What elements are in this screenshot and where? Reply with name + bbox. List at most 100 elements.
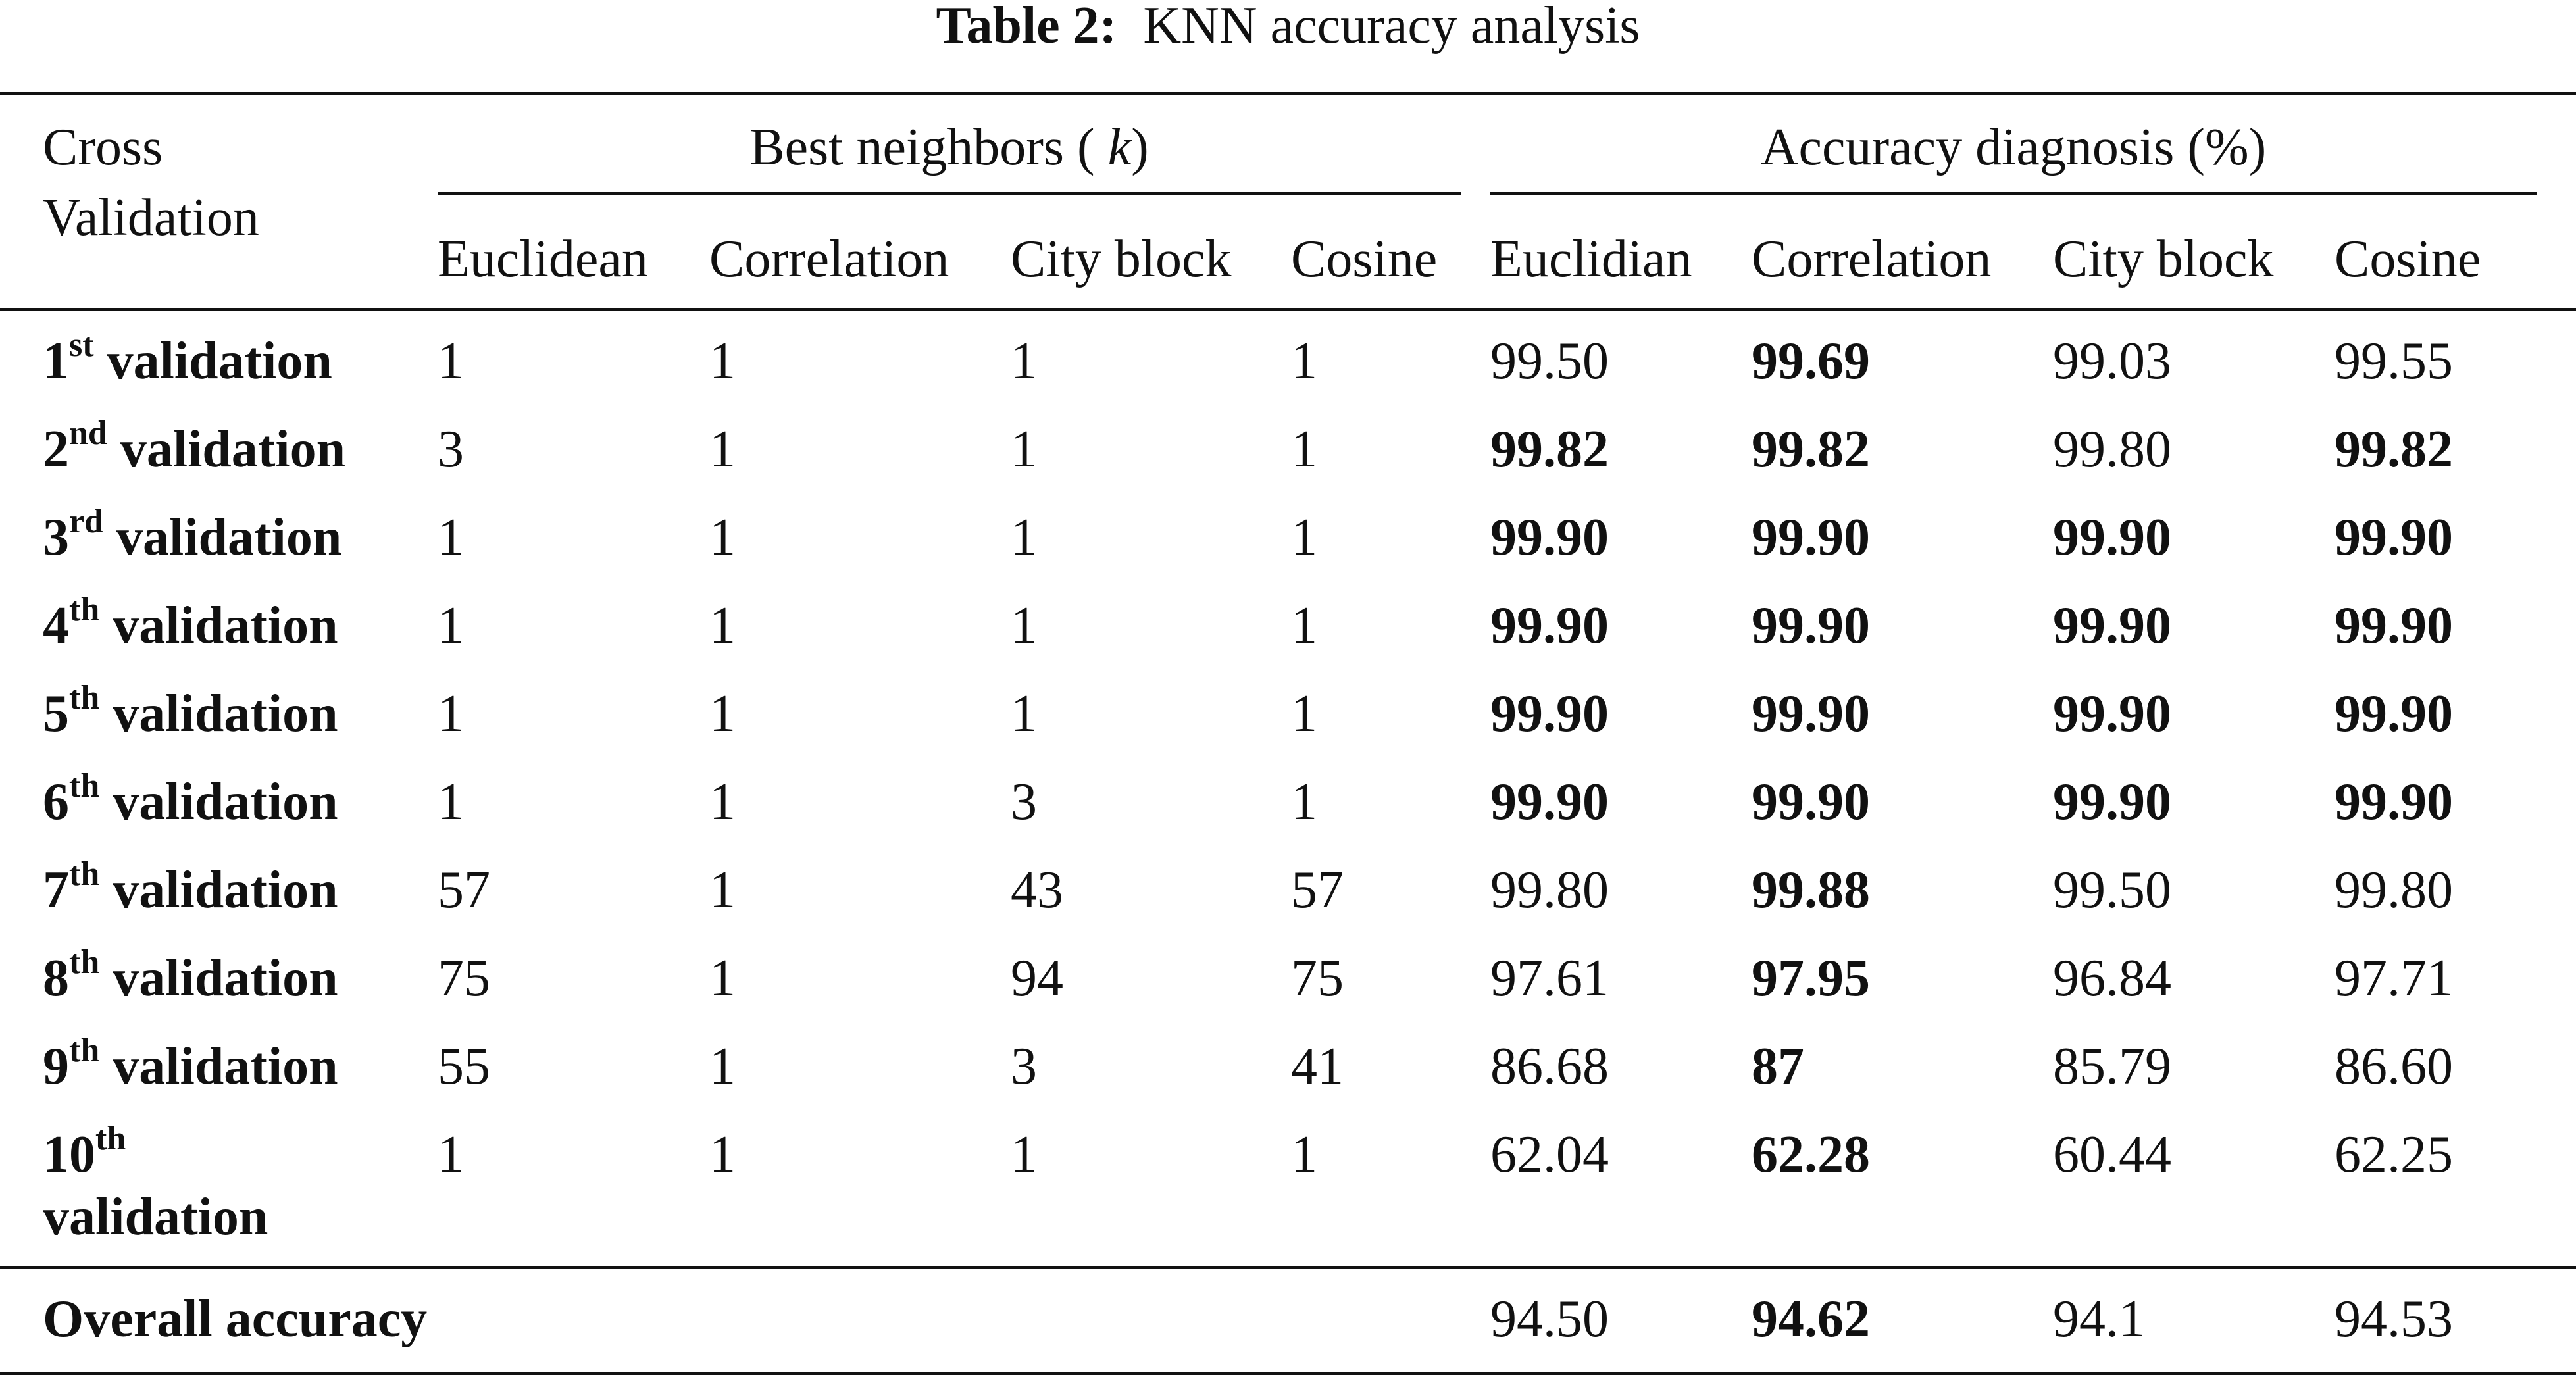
row-header-line1: Cross [43, 118, 163, 176]
row-label: 7th validation [43, 857, 338, 922]
neighbors-cell: 1 [1011, 420, 1037, 478]
neighbors-cell: 1 [1291, 597, 1317, 655]
group-label-neighbors: Best neighbors ( k) [438, 116, 1461, 179]
neighbors-cell: 1 [1011, 509, 1037, 566]
accuracy-cell: 99.55 [2335, 332, 2453, 390]
neighbors-cell: 1 [438, 597, 464, 655]
accuracy-cell: 99.82 [2335, 420, 2453, 478]
neighbors-cell: 55 [438, 1038, 490, 1095]
accuracy-cell: 99.88 [1752, 861, 1870, 919]
row-label-number: 7 [43, 861, 69, 919]
row-label-ordinal: nd [69, 414, 107, 453]
bottom-rule [0, 1372, 2576, 1375]
row-label-number: 2 [43, 420, 69, 478]
accuracy-cell: 62.04 [1490, 1126, 1609, 1184]
accuracy-cell: 87 [1752, 1038, 1804, 1095]
accuracy-cell: 97.71 [2335, 949, 2453, 1007]
accuracy-cell: 99.90 [1752, 597, 1870, 655]
row-label-number: 10 [43, 1126, 95, 1184]
neighbors-cell: 1 [709, 332, 736, 390]
row-label-ordinal: th [69, 591, 100, 629]
neighbors-cell: 57 [438, 861, 490, 919]
accuracy-cell: 99.90 [2335, 509, 2453, 566]
accuracy-cell: 96.84 [2053, 949, 2171, 1007]
row-label-number: 4 [43, 597, 69, 655]
caption-text: KNN accuracy analysis [1143, 0, 1640, 55]
overall-top-rule [0, 1266, 2576, 1269]
neighbors-col-header: Correlation [709, 230, 949, 288]
accuracy-cell: 99.82 [1490, 420, 1609, 478]
neighbors-cell: 1 [709, 773, 736, 831]
neighbors-cell: 75 [438, 949, 490, 1007]
neighbors-cell: 1 [438, 332, 464, 390]
neighbors-suffix: ) [1131, 118, 1149, 176]
row-label: 1st validation [43, 328, 332, 393]
row-label-number: 1 [43, 332, 69, 390]
neighbors-col-header: Euclidean [438, 230, 648, 288]
accuracy-cell: 99.90 [2335, 685, 2453, 743]
neighbors-cell: 43 [1011, 861, 1063, 919]
overall-accuracy-cell: 94.1 [2053, 1290, 2145, 1348]
accuracy-cell: 99.90 [2335, 597, 2453, 655]
neighbors-cell: 1 [1291, 685, 1317, 743]
row-label-word: validation [113, 773, 338, 831]
table-caption: Table 2: KNN accuracy analysis [0, 0, 2576, 57]
accuracy-col-header: City block [2053, 230, 2274, 288]
row-label-word: validation [107, 332, 332, 390]
accuracy-cell: 99.90 [1490, 685, 1609, 743]
row-label-word: validation [113, 949, 338, 1007]
neighbors-cell: 57 [1291, 861, 1344, 919]
row-label: 4th validation [43, 593, 338, 657]
neighbors-cell: 94 [1011, 949, 1063, 1007]
accuracy-cell: 97.95 [1752, 949, 1870, 1007]
caption-label: Table 2: [936, 0, 1117, 55]
row-label-ordinal: th [69, 943, 100, 982]
neighbors-cell: 1 [438, 509, 464, 566]
row-label: 5th validation [43, 681, 338, 745]
accuracy-cell: 99.80 [1490, 861, 1609, 919]
row-label: 6th validation [43, 769, 338, 834]
neighbors-cell: 1 [1291, 509, 1317, 566]
neighbors-cell: 1 [709, 861, 736, 919]
accuracy-cell: 99.90 [1490, 509, 1609, 566]
row-label: 8th validation [43, 945, 338, 1010]
accuracy-cell: 99.90 [2053, 509, 2171, 566]
accuracy-cell: 97.61 [1490, 949, 1609, 1007]
neighbors-cell: 1 [1011, 1126, 1037, 1184]
accuracy-cell: 99.50 [2053, 861, 2171, 919]
neighbors-cell: 1 [1291, 332, 1317, 390]
neighbors-cell: 1 [709, 949, 736, 1007]
accuracy-cell: 99.90 [2053, 685, 2171, 743]
row-label-word: validation [113, 685, 338, 743]
accuracy-cell: 99.69 [1752, 332, 1870, 390]
neighbors-cell: 1 [709, 685, 736, 743]
neighbors-cell: 1 [1011, 597, 1037, 655]
accuracy-cell: 86.60 [2335, 1038, 2453, 1095]
row-label-number: 9 [43, 1038, 69, 1095]
accuracy-group-rule [1490, 192, 2537, 195]
row-label-number: 5 [43, 685, 69, 743]
neighbors-cell: 1 [1011, 685, 1037, 743]
neighbors-cell: 1 [438, 773, 464, 831]
neighbors-cell: 1 [1291, 773, 1317, 831]
row-label-ordinal: st [69, 326, 94, 364]
accuracy-cell: 99.90 [1752, 773, 1870, 831]
top-rule [0, 92, 2576, 95]
accuracy-cell: 99.90 [2053, 597, 2171, 655]
accuracy-cell: 99.03 [2053, 332, 2171, 390]
accuracy-cell: 99.90 [1752, 685, 1870, 743]
overall-accuracy-cell: 94.53 [2335, 1290, 2453, 1348]
neighbors-cell: 1 [709, 1126, 736, 1184]
accuracy-cell: 99.90 [2053, 773, 2171, 831]
neighbors-cell: 1 [438, 685, 464, 743]
row-label-number: 3 [43, 509, 69, 566]
row-label-word: validation [116, 509, 342, 566]
overall-accuracy-cell: 94.62 [1752, 1290, 1870, 1348]
neighbors-col-header: Cosine [1291, 230, 1438, 288]
row-label-word: validation [120, 420, 346, 478]
neighbors-cell: 1 [1291, 420, 1317, 478]
accuracy-cell: 99.82 [1752, 420, 1870, 478]
accuracy-col-header: Cosine [2335, 230, 2481, 288]
row-label: 10th validation [43, 1122, 268, 1249]
neighbors-col-header: City block [1011, 230, 1232, 288]
